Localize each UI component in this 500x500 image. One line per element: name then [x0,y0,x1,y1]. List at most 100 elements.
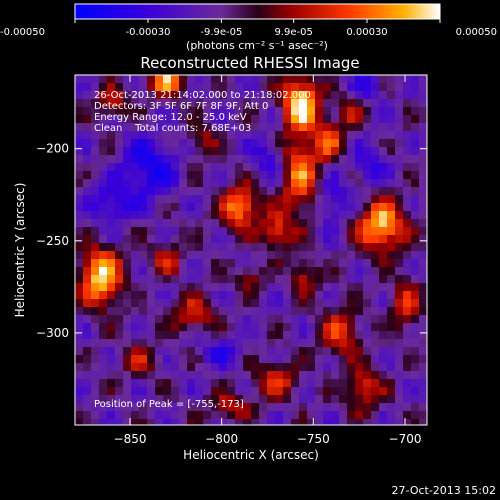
heatmap-cell [299,403,308,412]
heatmap-cell [299,251,308,260]
heatmap-cell [75,331,84,340]
heatmap-cell [211,179,220,188]
heatmap-cell [235,91,244,100]
heatmap-cell [331,299,340,308]
heatmap-cell [275,131,284,140]
heatmap-cell [211,259,220,268]
heatmap-cell [339,155,348,164]
heatmap-cell [227,395,236,404]
heatmap-cell [347,243,356,252]
heatmap-cell [419,395,428,404]
heatmap-cell [267,171,276,180]
heatmap-cell [339,235,348,244]
heatmap-cell [115,379,124,388]
heatmap-cell [163,171,172,180]
heatmap-cell [123,403,132,412]
heatmap-cell [259,323,268,332]
heatmap-cell [179,307,188,316]
heatmap-cell [131,291,140,300]
heatmap-cell [315,315,324,324]
heatmap-cell [307,187,316,196]
heatmap-cell [363,91,372,100]
heatmap-cell [339,227,348,236]
heatmap-cell [371,307,380,316]
heatmap-cell [139,411,148,420]
heatmap-cell [363,275,372,284]
heatmap-cell [387,379,396,388]
heatmap-cell [259,243,268,252]
heatmap-cell [339,355,348,364]
heatmap-cell [315,75,324,84]
heatmap-cell [363,283,372,292]
heatmap-cell [315,235,324,244]
heatmap-cell [187,395,196,404]
heatmap-cell [211,315,220,324]
heatmap-cell [403,235,412,244]
heatmap-cell [115,331,124,340]
heatmap-cell [115,299,124,308]
heatmap-cell [275,107,284,116]
heatmap-cell [339,243,348,252]
heatmap-cell [387,363,396,372]
heatmap-cell [155,371,164,380]
heatmap-cell [275,91,284,100]
heatmap-cell [291,131,300,140]
heatmap-cell [275,283,284,292]
heatmap-cell [139,211,148,220]
heatmap-cell [283,291,292,300]
heatmap-cell [299,235,308,244]
heatmap-cell [259,347,268,356]
heatmap-cell [267,275,276,284]
heatmap-cell [115,75,124,84]
heatmap-cell [411,139,420,148]
heatmap-cell [283,227,292,236]
heatmap-cell [195,331,204,340]
heatmap-cell [315,307,324,316]
heatmap-cell [419,139,428,148]
heatmap-cell [315,267,324,276]
heatmap-cell [331,115,340,124]
heatmap-cell [163,203,172,212]
heatmap-cell [163,187,172,196]
heatmap-cell [139,291,148,300]
heatmap-cell [91,219,100,228]
heatmap-cell [83,363,92,372]
heatmap-cell [403,411,412,420]
heatmap-cell [179,403,188,412]
heatmap-cell [243,235,252,244]
heatmap-cell [195,179,204,188]
heatmap-cell [75,291,84,300]
heatmap-cell [363,331,372,340]
heatmap-cell [307,179,316,188]
heatmap-cell [347,139,356,148]
heatmap-cell [371,315,380,324]
heatmap-cell [243,131,252,140]
heatmap-cell [235,331,244,340]
heatmap-cell [419,259,428,268]
y-axis-label: Heliocentric Y (arcsec) [13,183,27,318]
heatmap-cell [91,259,100,268]
heatmap-cell [131,123,140,132]
heatmap-cell [395,75,404,84]
heatmap-cell [147,331,156,340]
heatmap-cell [123,243,132,252]
heatmap-cell [243,419,252,426]
heatmap-cell [203,235,212,244]
heatmap-cell [187,195,196,204]
heatmap-cell [267,331,276,340]
heatmap-cell [155,395,164,404]
heatmap-cell [395,235,404,244]
heatmap-cell [139,419,148,426]
heatmap-cell [195,83,204,92]
heatmap-cell [267,99,276,108]
heatmap-cell [243,275,252,284]
heatmap-cell [275,379,284,388]
heatmap-cell [219,235,228,244]
heatmap-cell [179,123,188,132]
heatmap-cell [243,195,252,204]
heatmap-cell [403,107,412,116]
heatmap-cell [387,355,396,364]
heatmap-cell [195,235,204,244]
heatmap-cell [147,171,156,180]
heatmap-cell [115,99,124,108]
